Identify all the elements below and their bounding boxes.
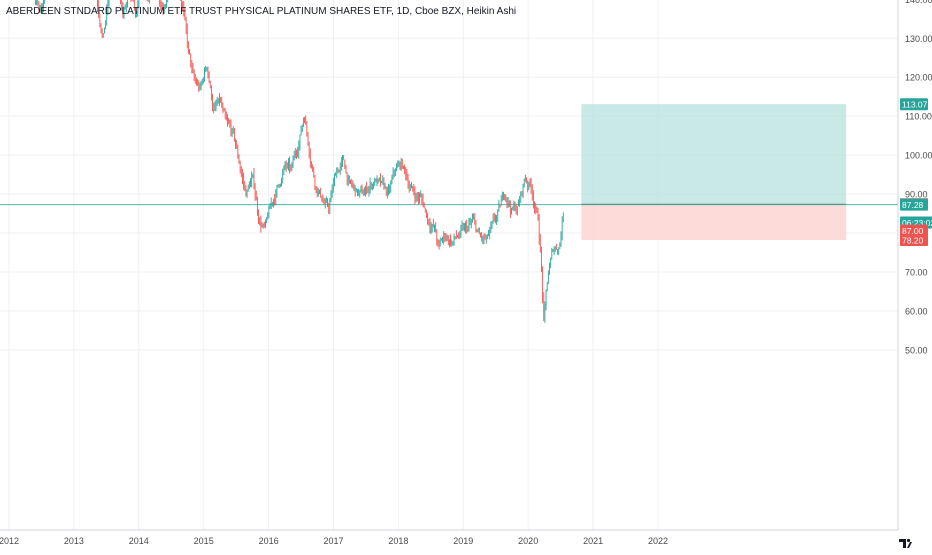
y-tick-label: 100.00 xyxy=(905,151,932,161)
price-label-text-stop: 78.20 xyxy=(902,236,924,246)
x-tick-label: 2013 xyxy=(64,536,84,546)
price-label-text-last: 87.28 xyxy=(902,200,924,210)
x-tick-label: 2017 xyxy=(323,536,343,546)
x-tick-label: 2014 xyxy=(129,536,149,546)
x-tick-label: 2020 xyxy=(518,536,538,546)
x-tick-label: 2018 xyxy=(388,536,408,546)
x-tick-label: 2019 xyxy=(453,536,473,546)
x-tick-label: 2012 xyxy=(0,536,19,546)
tradingview-logo-icon[interactable] xyxy=(898,536,912,550)
long-position-tool[interactable] xyxy=(581,104,847,241)
loss-zone[interactable] xyxy=(581,204,847,241)
y-tick-label: 50.00 xyxy=(905,345,928,355)
y-tick-label: 90.00 xyxy=(905,190,928,200)
profit-zone[interactable] xyxy=(581,104,847,205)
x-tick-label: 2022 xyxy=(648,536,668,546)
x-tick-label: 2021 xyxy=(583,536,603,546)
price-label-text-countdown: 06:23:02 xyxy=(902,218,932,228)
price-label-text-target: 113.07 xyxy=(902,100,928,110)
chart-title: ABERDEEN STNDARD PLATINUM ETF TRUST PHYS… xyxy=(6,6,517,17)
price-series xyxy=(0,0,898,323)
grid xyxy=(0,0,898,530)
y-tick-label: 130.00 xyxy=(905,34,932,44)
y-tick-label: 70.00 xyxy=(905,267,928,277)
price-label-last xyxy=(900,198,928,211)
price-label-bid xyxy=(900,224,928,237)
price-label-target xyxy=(900,98,928,111)
price-label-stop xyxy=(900,234,928,247)
y-tick-label: 140.00 xyxy=(905,0,932,5)
x-tick-label: 2016 xyxy=(259,536,279,546)
y-tick-label: 120.00 xyxy=(905,73,932,83)
y-tick-label: 60.00 xyxy=(905,306,928,316)
y-tick-label: 110.00 xyxy=(905,112,932,122)
price-label-text-bid: 87.00 xyxy=(902,226,924,236)
x-tick-label: 2015 xyxy=(194,536,214,546)
